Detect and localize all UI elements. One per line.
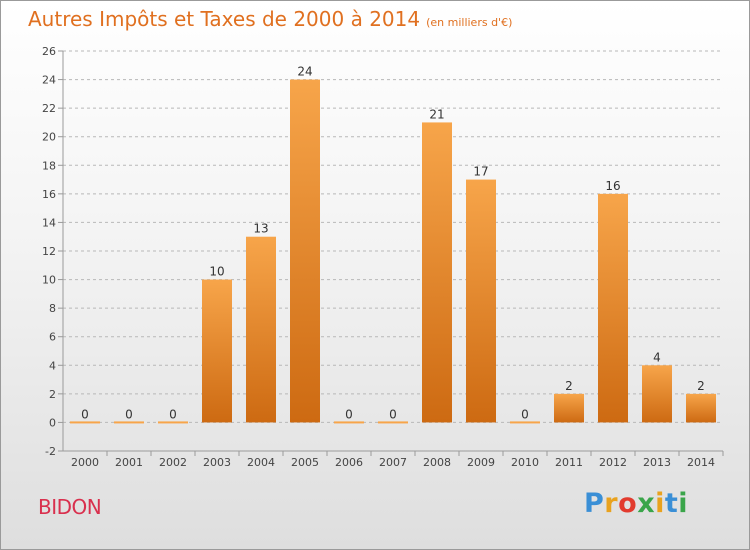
y-tick-label: 0 xyxy=(49,416,56,429)
y-tick-label: -2 xyxy=(45,445,56,458)
bar-2001 xyxy=(114,421,144,424)
bar-2006 xyxy=(334,421,364,424)
commune-name: BIDON xyxy=(38,495,102,519)
bar-2009 xyxy=(466,179,496,423)
logo-letter: x xyxy=(637,488,656,519)
x-tick-label: 2007 xyxy=(379,456,407,469)
bar-value-label: 2 xyxy=(565,379,573,393)
y-tick-label: 16 xyxy=(42,188,56,201)
bar-value-label: 0 xyxy=(345,407,353,421)
bar-value-label: 17 xyxy=(473,165,488,179)
x-tick-label: 2012 xyxy=(599,456,627,469)
y-tick-label: 12 xyxy=(42,245,56,258)
x-tick-label: 2008 xyxy=(423,456,451,469)
x-tick-label: 2005 xyxy=(291,456,319,469)
bar-2011 xyxy=(554,393,584,423)
x-tick-label: 2001 xyxy=(115,456,143,469)
bar-2004 xyxy=(246,236,276,423)
y-tick-label: 20 xyxy=(42,131,56,144)
logo-letter: i xyxy=(655,488,665,519)
logo-letter: P xyxy=(584,488,605,519)
x-tick-label: 2003 xyxy=(203,456,231,469)
x-tick-label: 2000 xyxy=(71,456,99,469)
logo-letter: i xyxy=(678,488,689,519)
x-tick-label: 2002 xyxy=(159,456,187,469)
bar-2003 xyxy=(202,279,232,423)
y-tick-label: 26 xyxy=(42,45,56,58)
logo-letter: o xyxy=(618,488,638,519)
y-tick-label: 4 xyxy=(49,359,56,372)
bar-2007 xyxy=(378,421,408,424)
x-tick-label: 2014 xyxy=(687,456,715,469)
bar-value-label: 2 xyxy=(697,379,705,393)
y-tick-label: 6 xyxy=(49,331,56,344)
bar-value-label: 0 xyxy=(521,407,529,421)
bar-2013 xyxy=(642,365,672,423)
y-tick-label: 24 xyxy=(42,74,56,87)
bar-2002 xyxy=(158,421,188,424)
chart-title-text: Autres Impôts et Taxes de 2000 à 2014 xyxy=(28,7,421,31)
bar-value-label: 0 xyxy=(389,407,397,421)
chart-subtitle: (en milliers d'€) xyxy=(426,16,513,29)
y-tick-label: 8 xyxy=(49,302,56,315)
bar-value-label: 0 xyxy=(125,407,133,421)
bar-value-label: 21 xyxy=(429,107,444,121)
bar-value-label: 24 xyxy=(297,65,312,79)
bar-value-label: 10 xyxy=(209,265,224,279)
bar-2012 xyxy=(598,193,628,423)
bar-2010 xyxy=(510,421,540,424)
y-tick-label: 18 xyxy=(42,159,56,172)
y-tick-label: 22 xyxy=(42,102,56,115)
x-tick-label: 2011 xyxy=(555,456,583,469)
bar-value-label: 13 xyxy=(253,222,268,236)
proxiti-logo: Proxiti xyxy=(584,488,688,519)
bar-value-label: 16 xyxy=(605,179,620,193)
logo-letter: r xyxy=(604,488,619,519)
bar-value-label: 0 xyxy=(169,407,177,421)
y-tick-label: 10 xyxy=(42,274,56,287)
bar-value-label: 4 xyxy=(653,350,661,364)
logo-letter: t xyxy=(664,488,679,519)
bar-2014 xyxy=(686,393,716,423)
y-tick-label: 14 xyxy=(42,216,56,229)
chart-title: Autres Impôts et Taxes de 2000 à 2014 (en… xyxy=(28,7,512,31)
x-tick-label: 2010 xyxy=(511,456,539,469)
x-tick-label: 2006 xyxy=(335,456,363,469)
bar-2005 xyxy=(290,79,320,423)
x-tick-label: 2013 xyxy=(643,456,671,469)
bar-value-label: 0 xyxy=(81,407,89,421)
bar-2008 xyxy=(422,122,452,423)
y-tick-label: 2 xyxy=(49,388,56,401)
x-tick-label: 2009 xyxy=(467,456,495,469)
bar-2000 xyxy=(70,421,100,424)
x-tick-label: 2004 xyxy=(247,456,275,469)
